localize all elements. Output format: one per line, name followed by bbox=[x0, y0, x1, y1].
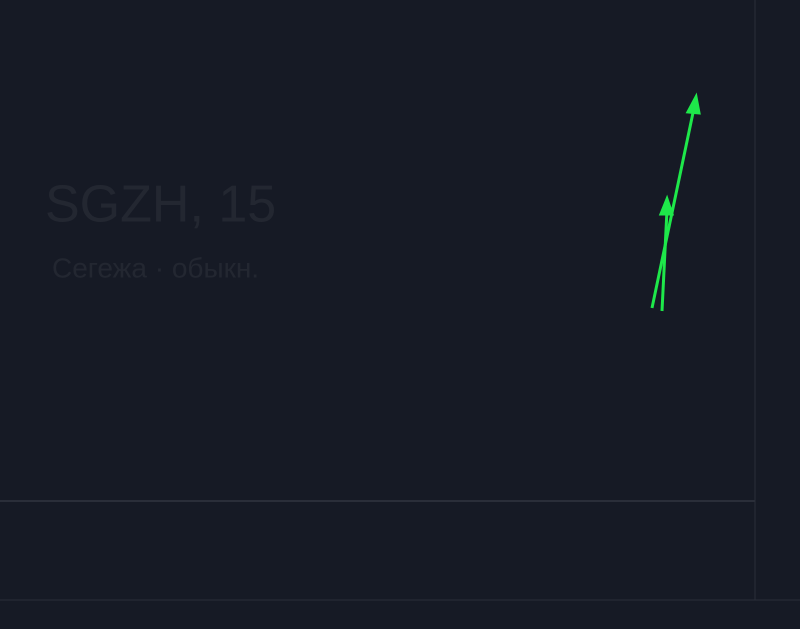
watermark-symbol: SGZH, 15 bbox=[45, 176, 276, 234]
arrow-head bbox=[658, 194, 675, 216]
arrow bbox=[650, 107, 696, 309]
arrow-head bbox=[685, 92, 701, 115]
watermark-name: Сегежа · обыкн. bbox=[52, 252, 259, 283]
arrow bbox=[660, 209, 669, 312]
annotation-arrows bbox=[650, 92, 701, 312]
